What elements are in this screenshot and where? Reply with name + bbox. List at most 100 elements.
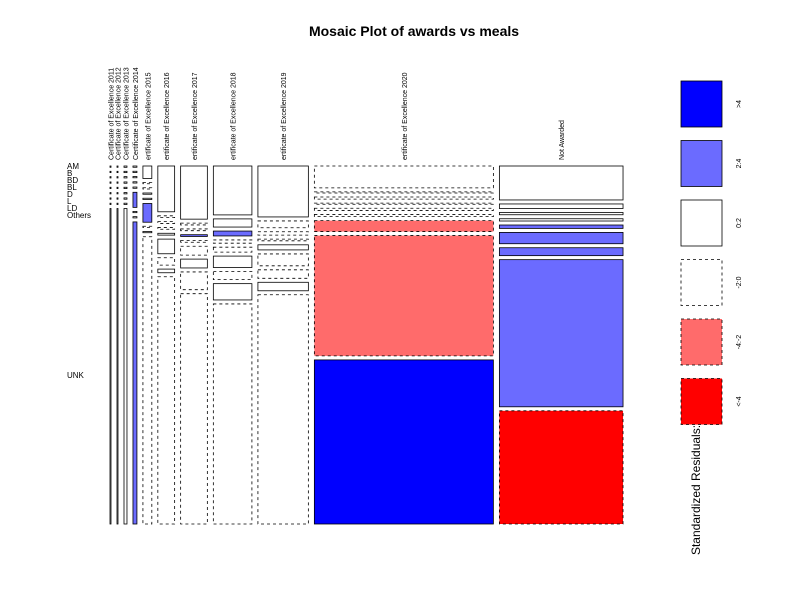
mosaic-tile-0-3 xyxy=(109,181,112,184)
mosaic-tile-2-0 xyxy=(123,165,128,168)
legend: >4 2:4 0:2 -2:0 -4:-2 <-4 xyxy=(680,80,743,425)
row-label: D xyxy=(67,190,73,199)
legend-swatch xyxy=(680,318,723,366)
legend-swatch xyxy=(680,259,723,306)
legend-swatch xyxy=(680,378,723,425)
mosaic-tile-6-0 xyxy=(180,165,208,220)
mosaic-tile-0-1 xyxy=(109,170,112,174)
mosaic-tile-9-4 xyxy=(313,207,494,211)
mosaic-tile-4-6 xyxy=(142,225,153,228)
mosaic-tile-5-1 xyxy=(157,215,176,219)
column-label: Certificate of Excellence 2014 xyxy=(133,67,140,160)
column-label: ertificate of Excellence 2019 xyxy=(281,72,288,160)
mosaic-tile-5-2 xyxy=(157,221,176,224)
mosaic-tile-9-8 xyxy=(313,359,494,525)
column-label: ertificate of Excellence 2017 xyxy=(192,72,199,160)
mosaic-tile-9-1 xyxy=(313,191,494,194)
mosaic-tile-5-6 xyxy=(157,257,176,266)
legend-label: 2:4 xyxy=(736,159,743,169)
legend-swatch xyxy=(680,80,723,128)
legend-label: -2:0 xyxy=(736,276,743,288)
mosaic-tile-7-7 xyxy=(212,283,253,301)
mosaic-tile-1-4 xyxy=(116,186,119,189)
mosaic-tile-3-3 xyxy=(132,181,138,184)
mosaic-tile-6-2 xyxy=(180,228,208,232)
mosaic-tile-8-2 xyxy=(257,231,309,236)
mosaic-tile-4-1 xyxy=(142,182,153,185)
mosaic-tile-5-7 xyxy=(157,268,176,274)
mosaic-tile-6-7 xyxy=(180,271,208,291)
mosaic-tile-5-0 xyxy=(157,165,176,213)
mosaic-tile-9-3 xyxy=(313,202,494,205)
mosaic-tile-6-5 xyxy=(180,245,208,256)
mosaic-tile-1-7 xyxy=(116,202,119,205)
mosaic-tile-7-6 xyxy=(212,271,253,281)
mosaic-tile-4-0 xyxy=(142,165,153,179)
mosaic-tile-2-7 xyxy=(123,202,128,205)
mosaic-tile-3-6 xyxy=(132,210,138,214)
mosaic-tile-10-2 xyxy=(498,212,624,216)
mosaic-tile-8-6 xyxy=(257,269,309,279)
mosaic-tile-5-8 xyxy=(157,276,176,525)
row-label: LD xyxy=(67,204,77,213)
column-labels: Certificate of Excellence 2011 Certificat… xyxy=(109,67,567,160)
mosaic-tile-10-0 xyxy=(498,165,624,201)
mosaic-tile-10-5 xyxy=(498,232,624,245)
column-label: Certificate of Excellence 2011 xyxy=(109,68,116,160)
mosaic-tile-0-8 xyxy=(109,208,112,525)
mosaic-tile-1-5 xyxy=(116,192,119,195)
mosaic-tile-1-6 xyxy=(116,197,119,200)
column-label: Certificate of Excellence 2012 xyxy=(116,67,123,160)
mosaic-tile-1-0 xyxy=(116,165,119,168)
column-label: ertificate of Excellence 2015 xyxy=(145,72,152,160)
mosaic-tile-3-8 xyxy=(132,221,138,525)
mosaic-tile-7-4 xyxy=(212,246,253,253)
column-label: Certificate of Excellence 2013 xyxy=(123,67,130,160)
mosaic-tile-2-8 xyxy=(123,208,128,525)
legend-label: -4:-2 xyxy=(736,335,743,350)
mosaic-tile-3-2 xyxy=(132,176,138,179)
column-label: Not Awarded xyxy=(559,120,566,160)
mosaic-tile-8-0 xyxy=(257,165,309,218)
mosaic-tile-0-7 xyxy=(109,202,112,205)
mosaic-tile-8-8 xyxy=(257,294,309,525)
column-label: ertificate of Excellence 2020 xyxy=(402,72,409,160)
mosaic-tile-2-6 xyxy=(123,197,128,200)
mosaic-tile-0-6 xyxy=(109,197,112,200)
row-label: Others xyxy=(67,211,91,220)
mosaic-tile-2-4 xyxy=(123,186,128,189)
row-label: L xyxy=(67,197,72,206)
mosaic-tile-4-8 xyxy=(142,236,153,525)
mosaic-tile-8-7 xyxy=(257,281,309,292)
mosaic-tile-2-5 xyxy=(123,192,128,195)
mosaic-tile-5-5 xyxy=(157,238,176,255)
mosaic-tile-7-2 xyxy=(212,230,253,237)
mosaic-tile-8-3 xyxy=(257,238,309,242)
mosaic-tile-3-5 xyxy=(132,191,138,208)
mosaic-tile-1-3 xyxy=(116,181,119,184)
mosaic-tile-9-5 xyxy=(313,214,494,218)
mosaic-tile-1-1 xyxy=(116,170,119,174)
legend-title: Standardized Residuals: xyxy=(689,425,703,555)
row-label: AM xyxy=(67,162,79,171)
mosaic-tile-2-2 xyxy=(123,176,128,179)
mosaic-tile-7-1 xyxy=(212,218,253,228)
mosaic-tile-4-5 xyxy=(142,203,153,223)
mosaic-tile-7-3 xyxy=(212,239,253,244)
mosaic-tile-6-1 xyxy=(180,222,208,226)
chart-title: Mosaic Plot of awards vs meals xyxy=(309,23,519,39)
mosaic-tile-4-4 xyxy=(142,197,153,200)
mosaic-tile-4-7 xyxy=(142,231,153,234)
mosaic-tile-7-0 xyxy=(212,165,253,216)
mosaic-tile-9-2 xyxy=(313,196,494,200)
legend-label: 0:2 xyxy=(736,218,743,228)
legend-swatch xyxy=(680,199,723,247)
column-label: ertificate of Excellence 2016 xyxy=(164,72,171,160)
mosaic-tile-9-6 xyxy=(313,220,494,232)
mosaic-tile-3-1 xyxy=(132,170,138,173)
mosaic-tile-8-4 xyxy=(257,244,309,251)
mosaic-tile-5-4 xyxy=(157,232,176,236)
mosaic-tile-6-3 xyxy=(180,234,208,237)
